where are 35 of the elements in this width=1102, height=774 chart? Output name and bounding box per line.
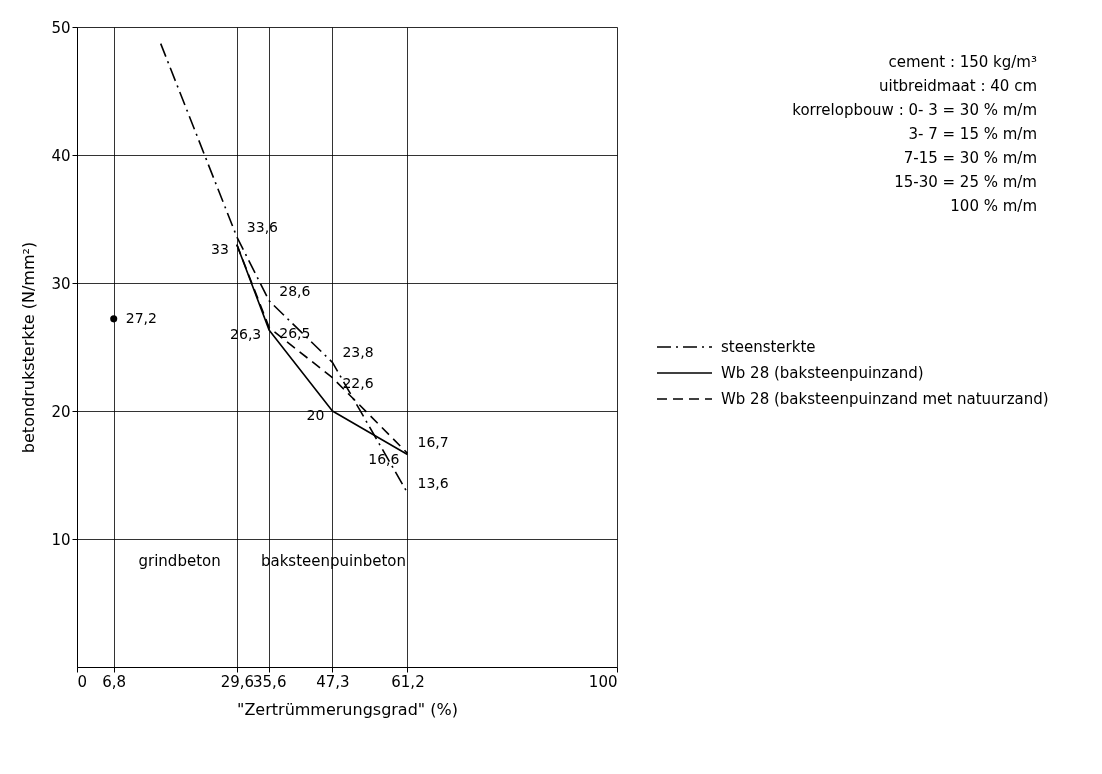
x-tick-label: 47,3 xyxy=(316,672,350,691)
x-tick-label: 100 xyxy=(588,672,618,691)
text: cement : 150 kg/m³ xyxy=(888,53,1037,71)
x-tick-label: 35,6 xyxy=(253,672,287,691)
legend-label: Wb 28 (baksteenpuinzand met natuurzand) xyxy=(721,390,1049,408)
x-tick-label: 61,2 xyxy=(391,672,425,691)
data-label: 20 xyxy=(306,407,325,423)
text: uitbreidmaat : 40 cm xyxy=(878,77,1037,95)
annotation: grindbeton xyxy=(138,552,221,571)
legend-label: steensterkte xyxy=(721,338,816,356)
data-label: 16,6 xyxy=(368,450,400,467)
x-tick-label: 0 xyxy=(77,672,88,691)
x-axis-title: "Zertrümmerungsgrad" (%) xyxy=(237,699,458,719)
x-tick-label: 29,6 xyxy=(220,672,255,691)
data-label: 16,7 xyxy=(417,434,449,451)
data-label: 28,6 xyxy=(279,282,311,299)
data-label: 26,5 xyxy=(279,324,311,341)
text: 7-15 = 30 % m/m xyxy=(903,149,1037,167)
text: korrelopbouw : 0- 3 = 30 % m/m xyxy=(792,101,1037,119)
y-tick-label: 30 xyxy=(51,274,71,293)
data-label: 27,2 xyxy=(125,309,157,326)
x-tick-label: 6,8 xyxy=(102,672,127,691)
data-label: 23,8 xyxy=(342,344,374,361)
data-label: 22,6 xyxy=(342,374,374,391)
data-label: 33 xyxy=(211,240,229,257)
y-tick-label: 20 xyxy=(51,402,71,421)
y-axis-title: betondruksterkte (N/mm²) xyxy=(19,241,39,454)
y-tick-label: 10 xyxy=(51,530,71,549)
legend-label: Wb 28 (baksteenpuinzand) xyxy=(721,364,924,382)
text: 15-30 = 25 % m/m xyxy=(894,173,1037,191)
data-label: 13,6 xyxy=(417,474,449,491)
y-tick-label: 50 xyxy=(51,18,71,37)
y-tick-label: 40 xyxy=(51,146,71,165)
text: 3- 7 = 15 % m/m xyxy=(908,125,1037,143)
text: 100 % m/m xyxy=(950,197,1037,215)
